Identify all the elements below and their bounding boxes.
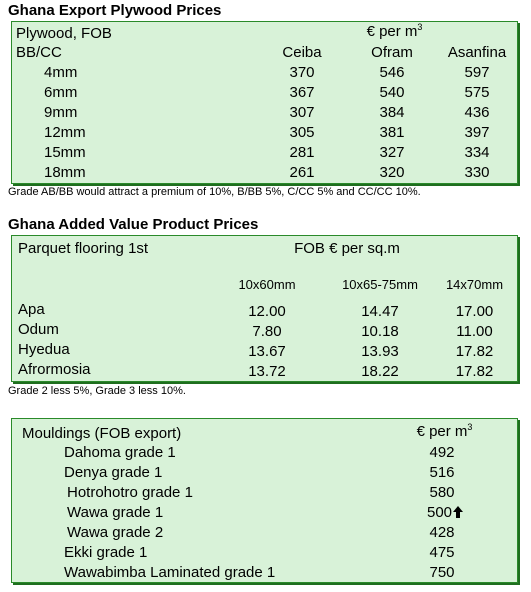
cell-value: 14.47: [361, 303, 399, 320]
cell-value: 17.82: [455, 343, 494, 360]
cell-value: 261: [289, 164, 315, 181]
mouldings-title: Mouldings (FOB export): [22, 425, 182, 442]
cell-value: 10.18: [361, 323, 399, 340]
moulding-value: 475: [429, 544, 455, 561]
row-species: Apa: [18, 301, 45, 318]
column-header: 14x70mm: [445, 277, 504, 292]
cell-value: 436: [464, 104, 490, 121]
row-size: 18mm: [44, 164, 86, 181]
cell-value: 13.72: [248, 363, 286, 380]
cell-value: 12.00: [248, 303, 286, 320]
cell-value: 367: [289, 84, 315, 101]
plywood-heading: Ghana Export Plywood Prices: [8, 2, 222, 19]
cell-value: 597: [464, 64, 490, 81]
moulding-name: Dahoma grade 1: [64, 444, 176, 461]
plywood-note: Grade AB/BB would attract a premium of 1…: [8, 186, 421, 198]
cell-value: 13.93: [361, 343, 399, 360]
cell-value: 546: [379, 64, 405, 81]
moulding-name: Wawabimba Laminated grade 1: [64, 564, 276, 581]
row-species: Hyedua: [18, 341, 70, 358]
cell-value: 11.00: [456, 323, 493, 340]
cell-value: 384: [379, 104, 405, 121]
moulding-value: 428: [429, 524, 455, 541]
row-size: 6mm: [44, 84, 78, 101]
column-header: 10x65-75mm: [342, 277, 418, 292]
cell-value: 13.67: [248, 343, 286, 360]
row-size: 12mm: [44, 124, 86, 141]
cell-value: 330: [464, 164, 490, 181]
row-size: 9mm: [44, 104, 78, 121]
cell-value: 540: [379, 84, 405, 101]
moulding-name: Ekki grade 1: [64, 544, 148, 561]
cell-value: 18.22: [361, 363, 399, 380]
cell-value: 320: [379, 164, 405, 181]
column-header: Asanfina: [447, 44, 507, 61]
cell-value: 305: [289, 124, 315, 141]
moulding-value: 750: [429, 564, 455, 581]
cell-value: 7.80: [252, 323, 282, 340]
plywood-table: Plywood, FOB € per m3 BB/CC Ceiba Ofram …: [11, 21, 518, 184]
mouldings-unit: € per m3: [416, 422, 473, 441]
column-header: Ceiba: [282, 44, 322, 61]
cell-value: 281: [289, 144, 315, 161]
plywood-title: Plywood, FOB: [16, 25, 112, 42]
cell-value: 381: [379, 124, 405, 141]
moulding-name: Hotrohotro grade 1: [67, 484, 193, 501]
row-species: Afrormosia: [18, 361, 91, 378]
row-size: 4mm: [44, 64, 78, 81]
plywood-unit: € per m3: [366, 22, 423, 41]
mouldings-table: Mouldings (FOB export) € per m3 Dahoma g…: [11, 418, 518, 583]
moulding-name: Wawa grade 2: [67, 524, 164, 541]
added-value-table: Parquet flooring 1st FOB € per sq.m 10x6…: [11, 235, 518, 382]
added-value-heading: Ghana Added Value Product Prices: [8, 216, 259, 233]
product-title: Parquet flooring 1st: [18, 240, 149, 257]
plywood-grade-label: BB/CC: [16, 44, 62, 61]
column-header: 10x60mm: [238, 277, 296, 292]
moulding-value: 492: [429, 444, 455, 461]
product-unit: FOB € per sq.m: [294, 240, 400, 257]
cell-value: 397: [464, 124, 490, 141]
added-value-note: Grade 2 less 5%, Grade 3 less 10%.: [8, 385, 186, 397]
cell-value: 327: [379, 144, 405, 161]
row-species: Odum: [18, 321, 59, 338]
column-header: Ofram: [371, 44, 413, 61]
cell-value: 307: [289, 104, 315, 121]
moulding-name: Wawa grade 1: [67, 504, 164, 521]
moulding-value: 580: [429, 484, 455, 501]
cell-value: 334: [464, 144, 490, 161]
row-size: 15mm: [44, 144, 86, 161]
cell-value: 370: [289, 64, 315, 81]
moulding-value: 516: [429, 464, 455, 481]
moulding-name: Denya grade 1: [64, 464, 163, 481]
cell-value: 575: [464, 84, 490, 101]
arrow-up-icon: [453, 506, 464, 518]
cell-value: 17.00: [455, 303, 494, 320]
moulding-value: 500: [427, 504, 464, 521]
cell-value: 17.82: [455, 363, 494, 380]
